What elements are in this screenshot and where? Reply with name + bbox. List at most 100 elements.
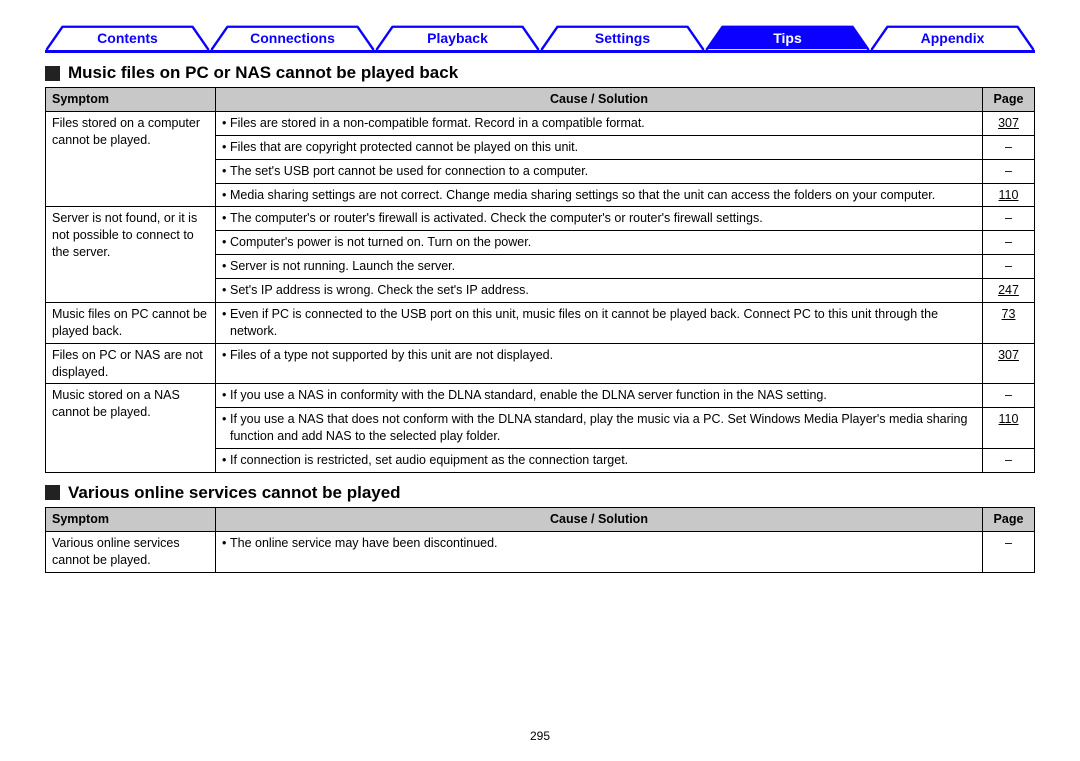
bullet-icon: • [222,411,230,445]
page-link[interactable]: 307 [998,348,1019,362]
page-cell: 307 [983,343,1035,384]
bullet-icon: • [222,258,230,275]
page-link[interactable]: 247 [998,283,1019,297]
bullet-icon: • [222,347,230,364]
bullet-icon: • [222,535,230,552]
page-number: 295 [0,729,1080,743]
bullet-icon: • [222,187,230,204]
table-row: Server is not found, or it is not possib… [46,207,1035,231]
cause-text: Computer's power is not turned on. Turn … [230,234,976,251]
page-cell: – [983,159,1035,183]
col-header-cause: Cause / Solution [216,88,983,112]
page-cell: 73 [983,302,1035,343]
troubleshooting-table: SymptomCause / SolutionPage Various onlin… [45,507,1035,573]
troubleshooting-table: SymptomCause / SolutionPageFiles stored … [45,87,1035,473]
square-bullet-icon [45,485,60,500]
square-bullet-icon [45,66,60,81]
cause-cell: •Computer's power is not turned on. Turn… [216,231,983,255]
section-title-text: Various online services cannot be played [68,483,401,503]
tab-label: Settings [595,30,650,46]
tab-connections[interactable]: Connections [210,25,375,50]
tab-label: Appendix [921,30,985,46]
symptom-cell: Various online services cannot be played… [46,531,216,572]
cause-cell: •Files that are copyright protected cann… [216,135,983,159]
symptom-cell: Server is not found, or it is not possib… [46,207,216,303]
cause-cell: •The online service may have been discon… [216,531,983,572]
cause-text: Even if PC is connected to the USB port … [230,306,976,340]
cause-cell: •Files are stored in a non-compatible fo… [216,111,983,135]
bullet-icon: • [222,139,230,156]
cause-cell: •If connection is restricted, set audio … [216,449,983,473]
bullet-icon: • [222,115,230,132]
cause-cell: •The set's USB port cannot be used for c… [216,159,983,183]
bullet-icon: • [222,234,230,251]
page-cell: 110 [983,408,1035,449]
page-cell: – [983,531,1035,572]
bullet-icon: • [222,210,230,227]
page-cell: 247 [983,279,1035,303]
page-link[interactable]: 73 [1002,307,1016,321]
symptom-cell: Music files on PC cannot be played back. [46,302,216,343]
cause-text: Files that are copyright protected canno… [230,139,976,156]
bullet-icon: • [222,306,230,340]
cause-text: If you use a NAS that does not conform w… [230,411,976,445]
tab-label: Contents [97,30,158,46]
page-cell: – [983,135,1035,159]
bullet-icon: • [222,452,230,469]
tab-settings[interactable]: Settings [540,25,705,50]
cause-cell: •Even if PC is connected to the USB port… [216,302,983,343]
bullet-icon: • [222,387,230,404]
table-row: Various online services cannot be played… [46,531,1035,572]
cause-text: Files of a type not supported by this un… [230,347,976,364]
page-link[interactable]: 110 [999,188,1019,202]
cause-text: If connection is restricted, set audio e… [230,452,976,469]
cause-cell: •Server is not running. Launch the serve… [216,255,983,279]
symptom-cell: Music stored on a NAS cannot be played. [46,384,216,473]
cause-text: Media sharing settings are not correct. … [230,187,976,204]
cause-text: The computer's or router's firewall is a… [230,210,976,227]
tab-label: Playback [427,30,488,46]
section-title: Music files on PC or NAS cannot be playe… [45,63,1035,83]
col-header-cause: Cause / Solution [216,507,983,531]
cause-cell: •Media sharing settings are not correct.… [216,183,983,207]
table-row: Files on PC or NAS are not displayed.•Fi… [46,343,1035,384]
table-row: Files stored on a computer cannot be pla… [46,111,1035,135]
symptom-cell: Files on PC or NAS are not displayed. [46,343,216,384]
tab-bar: Contents Connections Playback Settings Tips A… [45,25,1035,53]
tab-label: Tips [773,30,802,46]
section-title: Various online services cannot be played [45,483,1035,503]
bullet-icon: • [222,163,230,180]
tab-label: Connections [250,30,335,46]
page-cell: – [983,255,1035,279]
col-header-symptom: Symptom [46,507,216,531]
tab-appendix[interactable]: Appendix [870,25,1035,50]
cause-text: If you use a NAS in conformity with the … [230,387,976,404]
page-cell: – [983,449,1035,473]
page-link[interactable]: 110 [999,412,1019,426]
cause-text: The online service may have been discont… [230,535,976,552]
cause-text: Files are stored in a non-compatible for… [230,115,976,132]
section-title-text: Music files on PC or NAS cannot be playe… [68,63,458,83]
cause-cell: •If you use a NAS in conformity with the… [216,384,983,408]
bullet-icon: • [222,282,230,299]
col-header-page: Page [983,507,1035,531]
table-row: Music files on PC cannot be played back.… [46,302,1035,343]
page-cell: – [983,207,1035,231]
cause-text: Set's IP address is wrong. Check the set… [230,282,976,299]
cause-text: Server is not running. Launch the server… [230,258,976,275]
page-cell: 110 [983,183,1035,207]
page-cell: 307 [983,111,1035,135]
col-header-page: Page [983,88,1035,112]
table-row: Music stored on a NAS cannot be played.•… [46,384,1035,408]
tab-tips[interactable]: Tips [705,25,870,50]
cause-text: The set's USB port cannot be used for co… [230,163,976,180]
tab-playback[interactable]: Playback [375,25,540,50]
page-link[interactable]: 307 [998,116,1019,130]
cause-cell: •The computer's or router's firewall is … [216,207,983,231]
cause-cell: •Set's IP address is wrong. Check the se… [216,279,983,303]
symptom-cell: Files stored on a computer cannot be pla… [46,111,216,207]
tab-contents[interactable]: Contents [45,25,210,50]
cause-cell: •Files of a type not supported by this u… [216,343,983,384]
page-cell: – [983,384,1035,408]
page-cell: – [983,231,1035,255]
